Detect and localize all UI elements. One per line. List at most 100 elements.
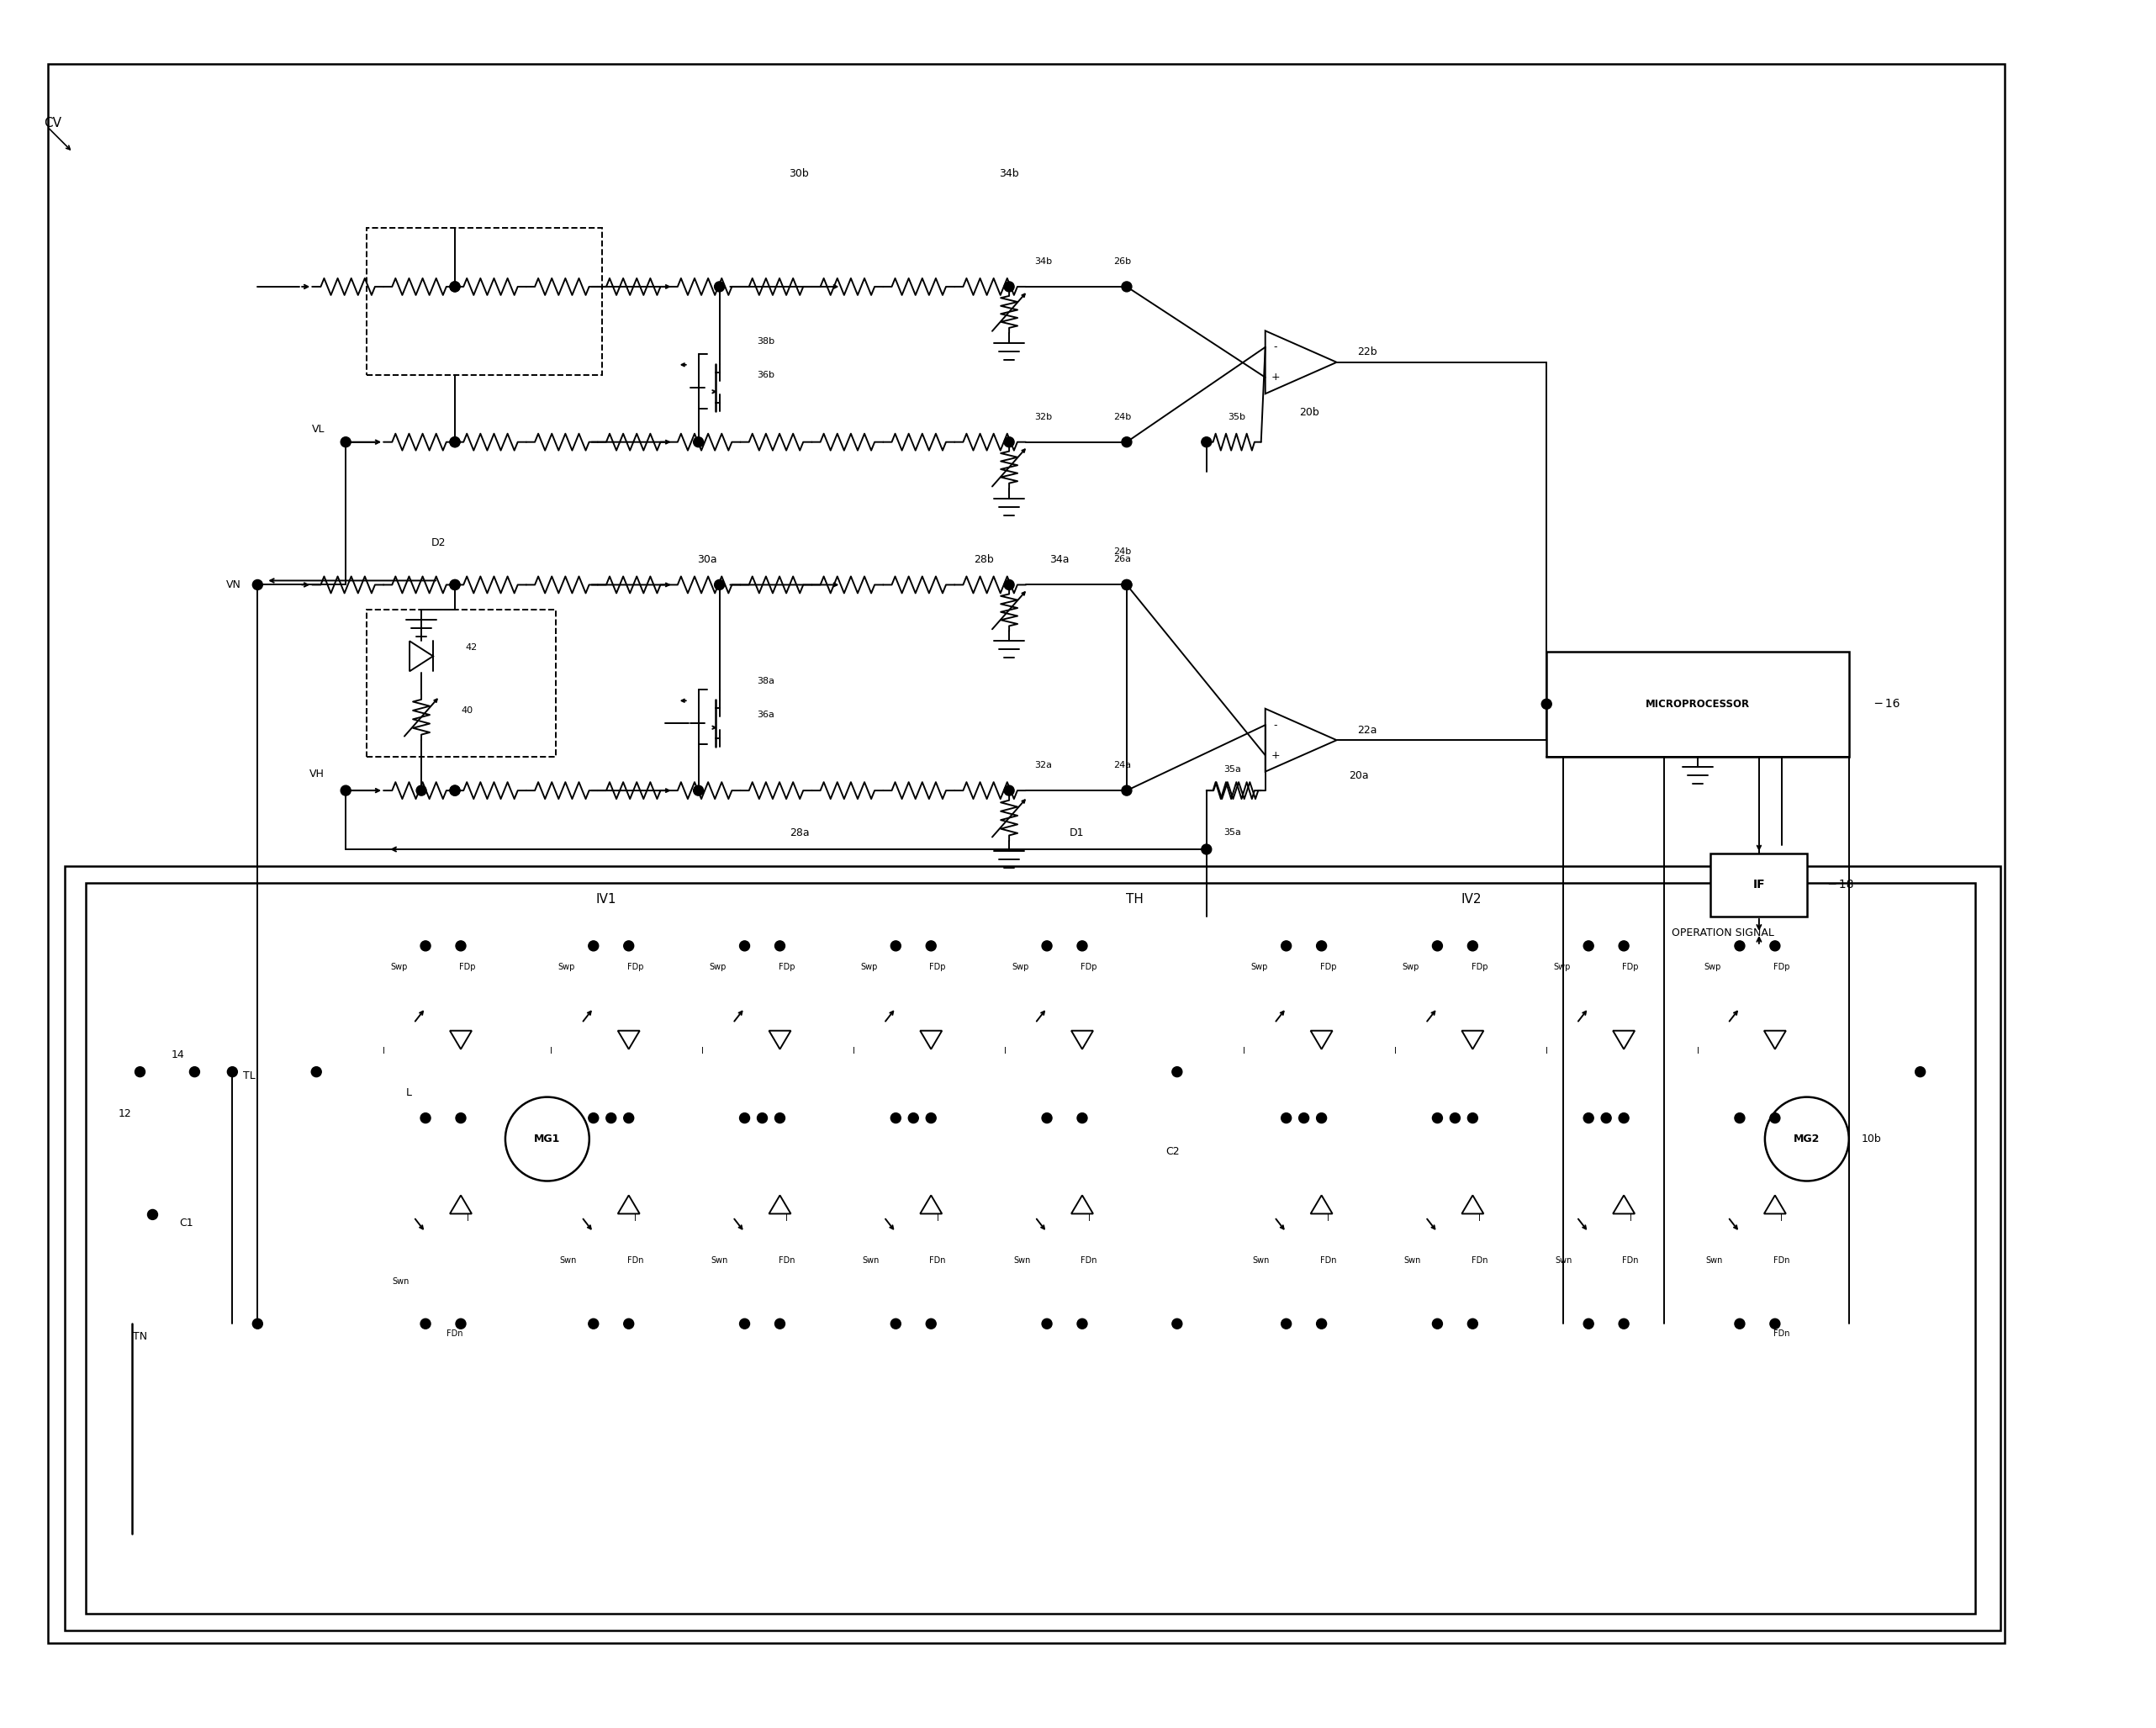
- Text: I: I: [1697, 1047, 1699, 1056]
- Text: VH: VH: [310, 769, 326, 779]
- Text: FDp: FDp: [459, 962, 476, 971]
- Text: I: I: [1479, 1215, 1481, 1223]
- Text: FDp: FDp: [778, 962, 796, 971]
- Text: FDp: FDp: [929, 962, 946, 971]
- Text: 20a: 20a: [1350, 771, 1369, 781]
- Text: TL: TL: [244, 1071, 254, 1082]
- Circle shape: [1619, 940, 1630, 950]
- Circle shape: [190, 1066, 201, 1077]
- Circle shape: [1121, 581, 1132, 589]
- Text: Swn: Swn: [1404, 1256, 1421, 1265]
- Text: 36a: 36a: [757, 710, 774, 719]
- Circle shape: [1736, 1113, 1744, 1123]
- Text: I: I: [382, 1047, 384, 1056]
- Text: I: I: [466, 1215, 468, 1223]
- Circle shape: [451, 437, 459, 448]
- Text: Swn: Swn: [561, 1256, 578, 1265]
- Circle shape: [890, 1318, 901, 1329]
- Circle shape: [1201, 437, 1212, 448]
- Circle shape: [252, 581, 263, 589]
- Bar: [65, 866, 2001, 1630]
- Circle shape: [1583, 1113, 1593, 1123]
- Circle shape: [416, 786, 427, 795]
- Text: Swp: Swp: [1401, 962, 1419, 971]
- Text: 38b: 38b: [757, 337, 774, 346]
- Text: Swn: Swn: [1013, 1256, 1031, 1265]
- Text: FDp: FDp: [1080, 962, 1097, 971]
- Circle shape: [1078, 1113, 1087, 1123]
- Text: MG2: MG2: [1794, 1134, 1820, 1144]
- Text: FDn: FDn: [627, 1256, 645, 1265]
- Text: FDp: FDp: [1774, 962, 1789, 971]
- Circle shape: [1542, 700, 1552, 708]
- Text: -: -: [1274, 719, 1276, 731]
- Text: Swp: Swp: [860, 962, 877, 971]
- Circle shape: [1078, 940, 1087, 950]
- Text: Swn: Swn: [392, 1277, 410, 1286]
- Text: 32b: 32b: [1035, 413, 1052, 422]
- Circle shape: [908, 1113, 918, 1123]
- Text: FDn: FDn: [1470, 1256, 1488, 1265]
- Text: I: I: [785, 1215, 787, 1223]
- Text: 42: 42: [466, 643, 479, 651]
- Circle shape: [589, 940, 599, 950]
- Circle shape: [740, 1318, 750, 1329]
- Text: I: I: [936, 1215, 940, 1223]
- Text: ─ 18: ─ 18: [1828, 878, 1854, 890]
- Text: FDn: FDn: [1319, 1256, 1337, 1265]
- Circle shape: [1041, 1113, 1052, 1123]
- Bar: [1546, 651, 1850, 757]
- Circle shape: [774, 940, 785, 950]
- Text: Swp: Swp: [390, 962, 407, 971]
- Text: IF: IF: [1753, 878, 1766, 890]
- Circle shape: [1041, 940, 1052, 950]
- Circle shape: [890, 1113, 901, 1123]
- Text: +: +: [1270, 372, 1281, 384]
- Text: FDn: FDn: [929, 1256, 946, 1265]
- Text: FDn: FDn: [446, 1329, 464, 1337]
- Circle shape: [1602, 1113, 1611, 1123]
- Text: I: I: [1005, 1047, 1007, 1056]
- Circle shape: [1736, 1318, 1744, 1329]
- Circle shape: [927, 1318, 936, 1329]
- Text: 24b: 24b: [1112, 548, 1132, 555]
- Circle shape: [420, 940, 431, 950]
- Circle shape: [1201, 845, 1212, 854]
- Circle shape: [455, 1113, 466, 1123]
- Circle shape: [1432, 1113, 1442, 1123]
- Text: 24b: 24b: [1112, 413, 1132, 422]
- Circle shape: [455, 1318, 466, 1329]
- Circle shape: [1281, 940, 1291, 950]
- Circle shape: [341, 437, 351, 448]
- Circle shape: [420, 1113, 431, 1123]
- Circle shape: [1281, 1113, 1291, 1123]
- Text: FDp: FDp: [1470, 962, 1488, 971]
- Circle shape: [1770, 1318, 1781, 1329]
- Text: VN: VN: [226, 579, 241, 591]
- Circle shape: [1317, 1318, 1326, 1329]
- Bar: [313, 916, 1160, 1344]
- Circle shape: [226, 1066, 237, 1077]
- Text: I: I: [701, 1047, 703, 1056]
- Text: Swn: Swn: [862, 1256, 880, 1265]
- Circle shape: [451, 786, 459, 795]
- Text: Swp: Swp: [1552, 962, 1570, 971]
- Text: Swn: Swn: [1554, 1256, 1572, 1265]
- Text: I: I: [852, 1047, 856, 1056]
- Circle shape: [505, 1097, 589, 1180]
- Circle shape: [136, 1066, 144, 1077]
- Circle shape: [1432, 940, 1442, 950]
- Text: 28b: 28b: [975, 555, 994, 565]
- Circle shape: [1468, 1318, 1477, 1329]
- Text: 34a: 34a: [1050, 555, 1069, 565]
- Circle shape: [1121, 786, 1132, 795]
- Circle shape: [606, 1113, 617, 1123]
- Bar: [367, 610, 556, 757]
- Text: 26b: 26b: [1115, 257, 1132, 266]
- Text: I: I: [1089, 1215, 1091, 1223]
- Circle shape: [740, 1113, 750, 1123]
- Text: 35b: 35b: [1227, 413, 1246, 422]
- Circle shape: [451, 786, 459, 795]
- Bar: [367, 228, 602, 375]
- Text: Swp: Swp: [1703, 962, 1720, 971]
